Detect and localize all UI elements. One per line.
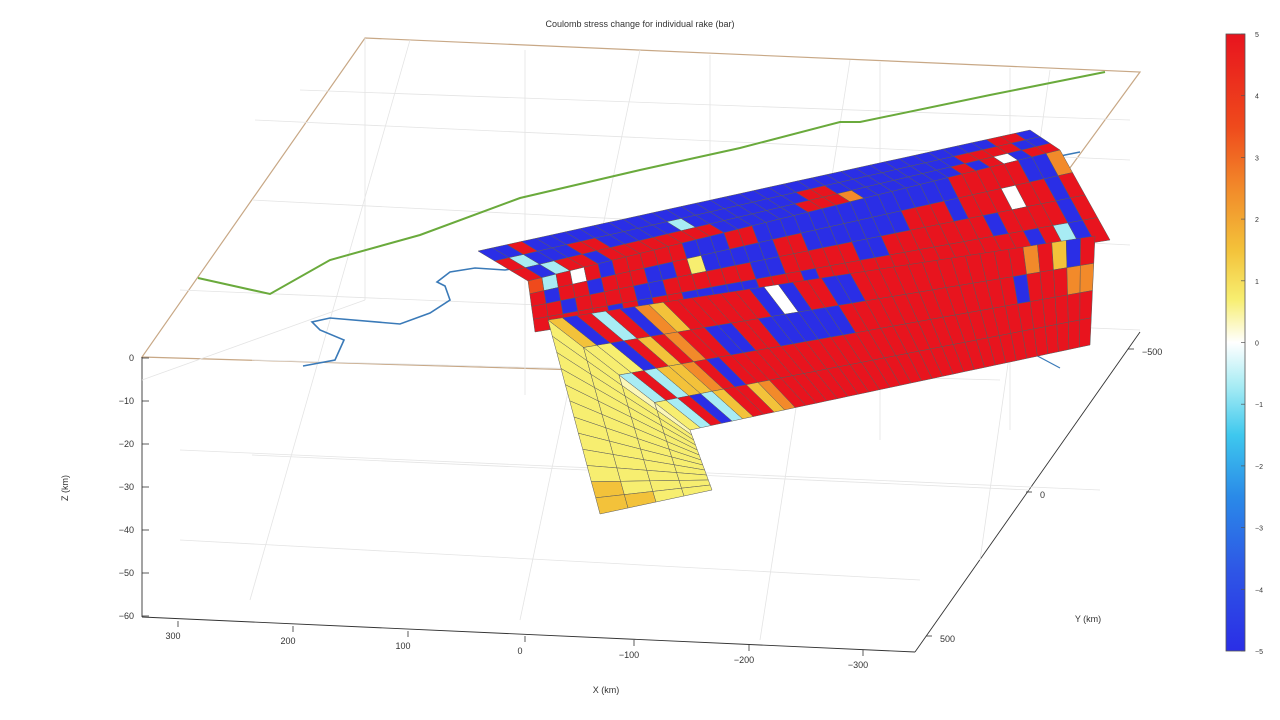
colorbar-tick-label: −4 [1255, 587, 1263, 594]
fault-panel-4 [547, 319, 713, 515]
z-tick-label: −10 [119, 396, 134, 406]
z-axis-label: Z (km) [60, 475, 70, 501]
colorbar-tick-label: 1 [1255, 279, 1259, 286]
fault-patch [1065, 237, 1081, 268]
z-tick-label: −40 [119, 525, 134, 535]
z-tick-label: −30 [119, 482, 134, 492]
fault-patch [1082, 217, 1111, 243]
fault-patch [616, 467, 651, 482]
z-tick-label: −60 [119, 611, 134, 621]
z-tick-label: 0 [129, 353, 134, 363]
trench-line [197, 71, 1106, 296]
grid-line [179, 539, 921, 581]
fault-patch [1051, 240, 1068, 271]
z-tick-label: −20 [119, 439, 134, 449]
colorbar-tick-label: 2 [1255, 217, 1259, 224]
fault-patch [1080, 235, 1096, 266]
fault-panel-2 [527, 149, 1111, 333]
fault-patch [681, 484, 713, 497]
colorbar-tick-label: 3 [1255, 155, 1259, 162]
fault-patch [586, 465, 621, 482]
fault-panel-3 [547, 235, 1096, 431]
grid-line [249, 39, 411, 601]
fault-patch [1053, 267, 1068, 298]
x-tick-label: 200 [280, 636, 295, 646]
colorbar-tick-label: 5 [1255, 32, 1259, 39]
fault-patch [1079, 317, 1092, 348]
colorbar-tick-label: −5 [1255, 649, 1263, 656]
fault-patch [1068, 319, 1081, 350]
x-axis-label: X (km) [593, 685, 620, 695]
x-tick-label: −100 [619, 650, 639, 660]
z-tick-label: −50 [119, 568, 134, 578]
fault-patch-surface [477, 129, 1111, 515]
fault-patch [595, 494, 629, 515]
chart-title: Coulomb stress change for individual rak… [545, 19, 734, 29]
y-axis-label: Y (km) [1075, 614, 1101, 624]
fault-patch [1039, 269, 1056, 300]
colorbar-tick-label: 0 [1255, 341, 1259, 348]
x-axis-line [141, 616, 916, 653]
y-tick-label: 0 [1040, 490, 1045, 500]
y-tick-label: 500 [940, 634, 955, 644]
fault-panel-1 [477, 129, 1061, 282]
fault-patch [1045, 324, 1059, 355]
x-tick-label: 0 [517, 646, 522, 656]
grid-line [299, 89, 1131, 121]
fault-patch [1042, 296, 1058, 327]
fault-patch [1054, 294, 1069, 325]
colorbar: 5 4 3 2 1 0 −1 −2 −3 −4 −5 [1225, 32, 1263, 656]
fault-patch [1079, 263, 1095, 293]
colorbar-tick-label: 4 [1255, 94, 1259, 101]
x-tick-label: −300 [848, 660, 868, 670]
colorbar-tick-label: −1 [1255, 402, 1263, 409]
fault-patch [1037, 242, 1054, 273]
x-tick-label: 300 [165, 631, 180, 641]
x-tick-label: 100 [395, 641, 410, 651]
fault-patch [1066, 265, 1081, 296]
fault-patch [1067, 292, 1081, 323]
fault-patch [533, 316, 551, 333]
x-tick-label: −200 [734, 655, 754, 665]
y-tick-label: −500 [1142, 347, 1162, 357]
grid-line [141, 299, 366, 381]
colorbar-ticks: 5 4 3 2 1 0 −1 −2 −3 −4 −5 [1241, 32, 1263, 656]
fault-patch [1079, 290, 1093, 321]
axis-ticks: 0 −10 −20 −30 −40 −50 −60 300 200 100 0 −100 −200 −30… [119, 347, 1163, 670]
colorbar-tick-label: −3 [1255, 526, 1263, 533]
fault-patch [1056, 321, 1070, 353]
colorbar-tick-label: −2 [1255, 464, 1263, 471]
fault-patch [623, 491, 657, 509]
